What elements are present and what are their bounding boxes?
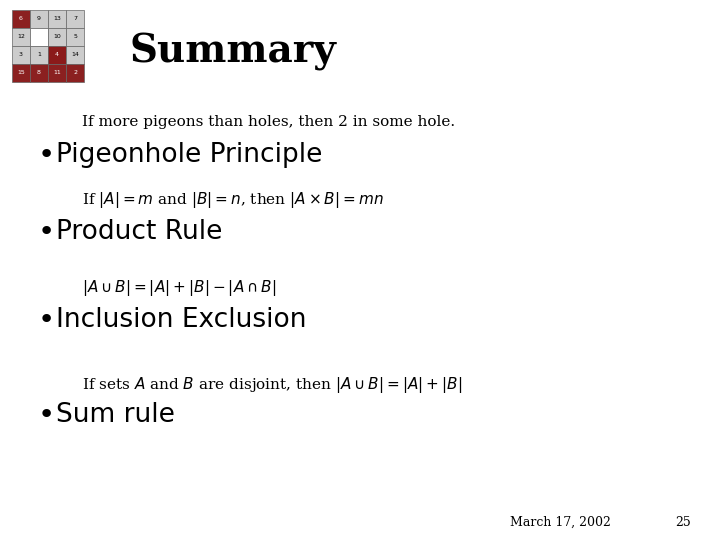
- Text: Summary: Summary: [130, 33, 337, 71]
- Text: 8: 8: [37, 71, 41, 76]
- Text: 6: 6: [19, 17, 23, 22]
- Text: 10: 10: [53, 35, 61, 39]
- Bar: [66, 46, 84, 64]
- Bar: [12, 64, 30, 82]
- Bar: [30, 28, 48, 46]
- Text: If $|A| = m$ and $|B| = n$, then $|A \times B| = mn$: If $|A| = m$ and $|B| = n$, then $|A \ti…: [82, 190, 384, 210]
- Text: 7: 7: [73, 17, 77, 22]
- Bar: [30, 10, 48, 28]
- Text: 3: 3: [19, 52, 23, 57]
- Bar: [12, 10, 30, 28]
- Bar: [12, 28, 30, 46]
- Text: 4: 4: [55, 52, 59, 57]
- Bar: [30, 46, 48, 64]
- Text: 11: 11: [53, 71, 61, 76]
- Bar: [66, 28, 84, 46]
- Text: 14: 14: [71, 52, 79, 57]
- Text: •: •: [38, 401, 55, 429]
- Text: 13: 13: [53, 17, 61, 22]
- Text: 25: 25: [675, 516, 690, 529]
- Text: 1: 1: [37, 52, 41, 57]
- Text: $|A \cup B| = |A| + |B| - |A \cap B|$: $|A \cup B| = |A| + |B| - |A \cap B|$: [82, 278, 276, 298]
- Text: March 17, 2002: March 17, 2002: [510, 516, 611, 529]
- Bar: [66, 10, 84, 28]
- Text: •: •: [38, 218, 55, 246]
- Text: Sum rule: Sum rule: [56, 402, 175, 428]
- Text: •: •: [38, 306, 55, 334]
- Text: 15: 15: [17, 71, 25, 76]
- Text: 9: 9: [37, 17, 41, 22]
- Text: 5: 5: [73, 35, 77, 39]
- Text: Inclusion Exclusion: Inclusion Exclusion: [56, 307, 307, 333]
- Text: If sets $A$ and $B$ are disjoint, then $|A \cup B| = |A| + |B|$: If sets $A$ and $B$ are disjoint, then $…: [82, 375, 462, 395]
- Text: 12: 12: [17, 35, 25, 39]
- Text: Pigeonhole Principle: Pigeonhole Principle: [56, 142, 323, 168]
- Text: Product Rule: Product Rule: [56, 219, 222, 245]
- Bar: [48, 28, 66, 46]
- Text: If more pigeons than holes, then 2 in some hole.: If more pigeons than holes, then 2 in so…: [82, 115, 455, 129]
- Bar: [66, 64, 84, 82]
- Bar: [48, 46, 66, 64]
- Bar: [12, 46, 30, 64]
- Bar: [48, 64, 66, 82]
- Bar: [30, 64, 48, 82]
- Bar: [48, 10, 66, 28]
- Text: 2: 2: [73, 71, 77, 76]
- Text: •: •: [38, 141, 55, 169]
